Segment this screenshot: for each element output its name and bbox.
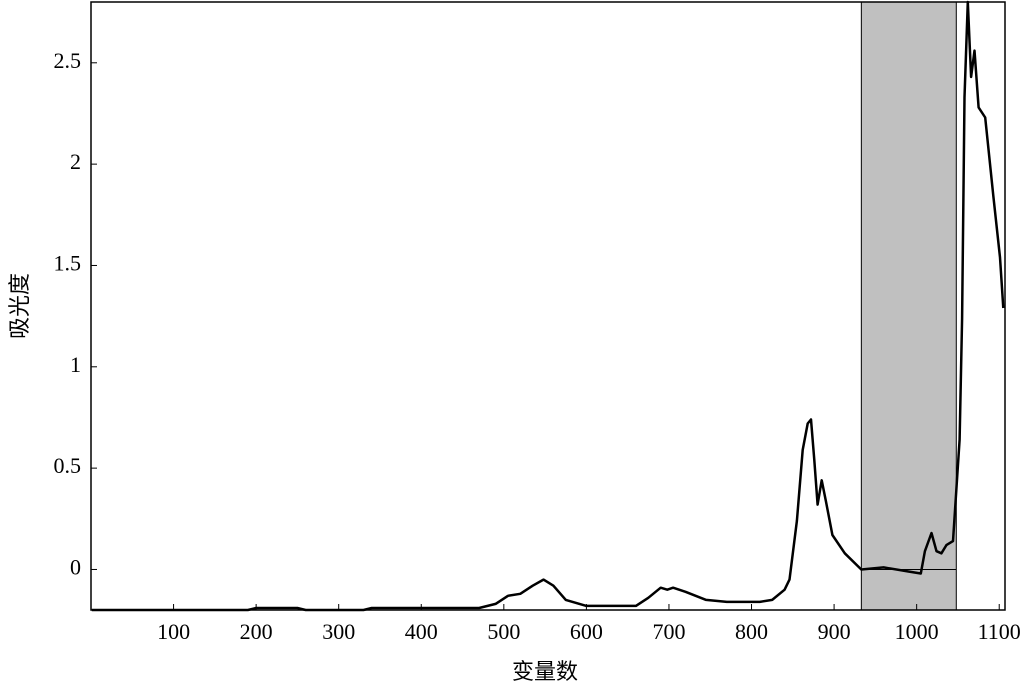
x-tick-label: 1000 (895, 619, 939, 644)
x-tick-label: 300 (322, 619, 355, 644)
x-tick-label: 800 (735, 619, 768, 644)
x-tick-label: 200 (240, 619, 273, 644)
y-axis-title: 吸光度 (7, 273, 32, 339)
highlight-region (860, 1, 957, 611)
x-tick-label: 700 (652, 619, 685, 644)
y-tick-label: 2.5 (54, 48, 82, 73)
y-tick-label: 1 (70, 352, 81, 377)
x-tick-label: 100 (157, 619, 190, 644)
x-tick-label: 600 (570, 619, 603, 644)
x-tick-label: 400 (405, 619, 438, 644)
x-axis-title: 变量数 (512, 659, 578, 684)
data-line (91, 0, 1005, 612)
y-tick-label: 0.5 (54, 453, 82, 478)
y-tick-label: 2 (70, 149, 81, 174)
x-tick-label: 500 (487, 619, 520, 644)
y-tick-label: 0 (70, 555, 81, 580)
plot-frame (90, 1, 1006, 611)
x-tick-label: 900 (818, 619, 851, 644)
y-tick-label: 1.5 (54, 251, 82, 276)
x-tick-label: 1100 (978, 619, 1021, 644)
